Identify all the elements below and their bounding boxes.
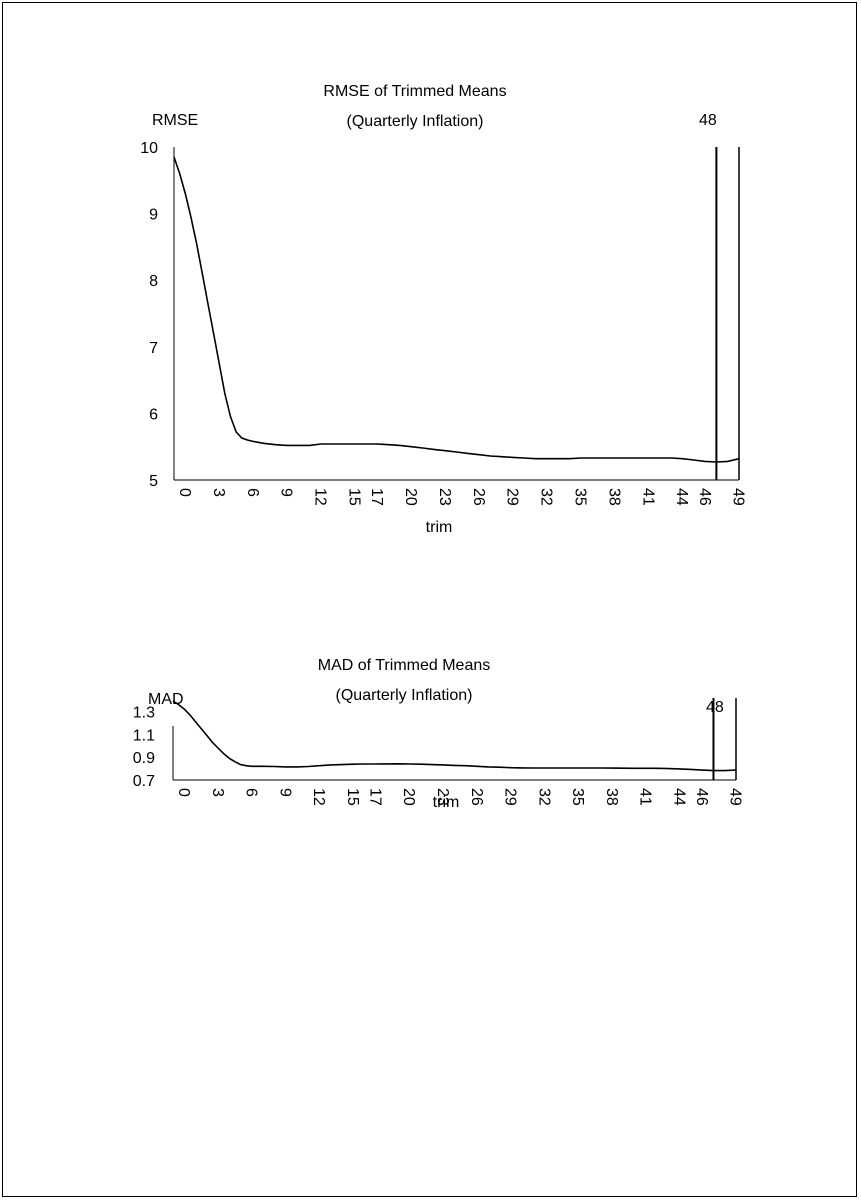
y-tick-label: 8 (149, 273, 158, 290)
x-tick-label: 3 (209, 788, 226, 797)
y-tick-label: 1.3 (133, 704, 155, 721)
x-tick-label: 46 (693, 788, 710, 806)
y-tick-labels: 0.7 0.9 1.1 1.3 (133, 704, 155, 790)
x-tick-label: 20 (400, 788, 417, 806)
chart-mad: MAD of Trimmed Means (Quarterly Inflatio… (133, 657, 744, 811)
x-tick-label: 32 (538, 488, 555, 506)
x-tick-label: 29 (502, 788, 519, 806)
x-axis-label: trim (426, 519, 453, 536)
series-line (173, 156, 740, 463)
x-tick-label: 49 (727, 788, 744, 806)
x-tick-label: 0 (176, 488, 193, 497)
x-tick-label: 49 (730, 488, 747, 506)
chart-subtitle: (Quarterly Inflation) (347, 113, 484, 130)
x-tick-label: 15 (346, 488, 363, 506)
x-tick-labels: 0 3 6 9 12 15 17 20 23 26 29 32 35 38 41 44 46 49 (175, 788, 744, 806)
x-tick-label: 44 (673, 488, 690, 506)
y-tick-label: 5 (149, 473, 158, 490)
x-tick-labels: 0 3 6 9 12 15 17 20 23 26 29 32 35 38 41 44 46 49 (176, 488, 747, 506)
x-tick-label: 26 (470, 488, 487, 506)
x-tick-label: 0 (175, 788, 192, 797)
y-axis-label: MAD (148, 691, 184, 708)
x-tick-label: 35 (572, 488, 589, 506)
y-tick-label: 7 (149, 340, 158, 357)
x-tick-label: 6 (243, 788, 260, 797)
y-axis-label: RMSE (152, 112, 198, 129)
x-tick-label: 41 (637, 788, 654, 806)
x-tick-label: 12 (312, 488, 329, 506)
x-tick-label: 12 (310, 788, 327, 806)
x-tick-label: 41 (639, 488, 656, 506)
y-tick-label: 6 (149, 406, 158, 423)
y-tick-label: 1.1 (133, 727, 155, 744)
x-tick-label: 46 (696, 488, 713, 506)
chart-rmse: RMSE of Trimmed Means (Quarterly Inflati… (140, 83, 746, 536)
x-tick-label: 32 (535, 788, 552, 806)
x-tick-label: 3 (210, 488, 227, 497)
reference-line-label: 48 (706, 699, 724, 716)
x-tick-label: 26 (468, 788, 485, 806)
x-tick-label: 29 (504, 488, 521, 506)
chart-title: RMSE of Trimmed Means (323, 83, 506, 100)
x-tick-label: 15 (344, 788, 361, 806)
y-tick-label: 0.9 (133, 750, 155, 767)
y-tick-label: 9 (149, 207, 158, 224)
chart-subtitle: (Quarterly Inflation) (336, 687, 473, 704)
y-tick-labels: 5 6 7 8 9 10 (140, 140, 158, 490)
x-tick-label: 6 (244, 488, 261, 497)
x-tick-label: 9 (276, 788, 293, 797)
x-tick-label: 35 (569, 788, 586, 806)
x-tick-label: 23 (436, 488, 453, 506)
x-tick-label: 17 (366, 788, 383, 806)
reference-line-label: 48 (699, 112, 717, 129)
chart-title: MAD of Trimmed Means (318, 657, 490, 674)
x-tick-label: 38 (603, 788, 620, 806)
x-tick-label: 9 (278, 488, 295, 497)
x-axis-label: trim (433, 794, 460, 811)
x-tick-label: 44 (670, 788, 687, 806)
y-tick-label: 10 (140, 140, 158, 157)
x-tick-label: 23 (434, 788, 451, 806)
x-tick-label: 17 (368, 488, 385, 506)
y-tick-label: 0.7 (133, 773, 155, 790)
x-tick-label: 20 (402, 488, 419, 506)
x-tick-label: 38 (605, 488, 622, 506)
series-line (172, 700, 737, 772)
